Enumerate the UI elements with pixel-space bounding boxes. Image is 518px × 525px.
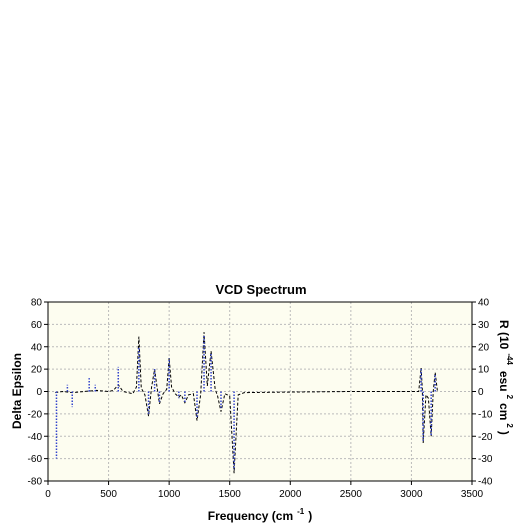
- x-tick-label: 3000: [400, 489, 423, 500]
- y-axis-label: Delta Epsilon: [10, 353, 24, 429]
- y-tick-label: 60: [31, 320, 43, 331]
- x-label-text: Frequency (cm: [208, 509, 293, 523]
- y-tick-label: 20: [31, 365, 43, 376]
- y-tick-label: -20: [28, 409, 43, 420]
- plot-frame: [47, 301, 473, 482]
- y-tick-label: -60: [28, 454, 43, 465]
- y2-tick-label: -30: [478, 454, 493, 465]
- x-tick-label: 2500: [340, 489, 363, 500]
- y2-label-sup: -44: [505, 353, 514, 365]
- chart-title: VCD Spectrum: [215, 282, 306, 297]
- y2-label-text: ): [497, 431, 511, 435]
- x-tick-label: 3500: [461, 489, 484, 500]
- x-label-text: ): [308, 509, 312, 523]
- x-tick-label: 500: [100, 489, 117, 500]
- x-tick-label: 1000: [158, 489, 181, 500]
- x-label-sup: -1: [297, 507, 305, 516]
- y-tick-label: 0: [36, 387, 42, 398]
- x-tick-label: 2000: [279, 489, 302, 500]
- y2-label-text: R (10: [497, 320, 511, 350]
- y2-tick-label: 30: [478, 320, 490, 331]
- spectrum-line: [55, 332, 438, 474]
- y-tick-label: 80: [31, 298, 43, 309]
- y2-tick-label: -10: [478, 409, 493, 420]
- y-tick-label: 40: [31, 342, 43, 353]
- x-tick-label: 1500: [219, 489, 242, 500]
- y-tick-label: -80: [28, 477, 43, 488]
- y2-label-text: esu: [497, 371, 511, 392]
- x-tick-label: 0: [45, 489, 51, 500]
- y2-tick-label: 0: [478, 387, 484, 398]
- x-axis-label: Frequency (cm -1): [208, 507, 312, 523]
- y-tick-label: -40: [28, 432, 43, 443]
- y2-label-sup: 2: [505, 423, 514, 428]
- y2-axis-label: R (10 -44 esu 2 cm 2): [497, 320, 514, 435]
- y2-label-text: cm: [497, 403, 511, 420]
- y2-tick-label: -20: [478, 432, 493, 443]
- y2-tick-label: 40: [478, 298, 490, 309]
- y2-tick-label: 10: [478, 365, 490, 376]
- y2-tick-label: 20: [478, 342, 490, 353]
- y2-label-sup: 2: [505, 395, 514, 400]
- y2-tick-label: -40: [478, 477, 493, 488]
